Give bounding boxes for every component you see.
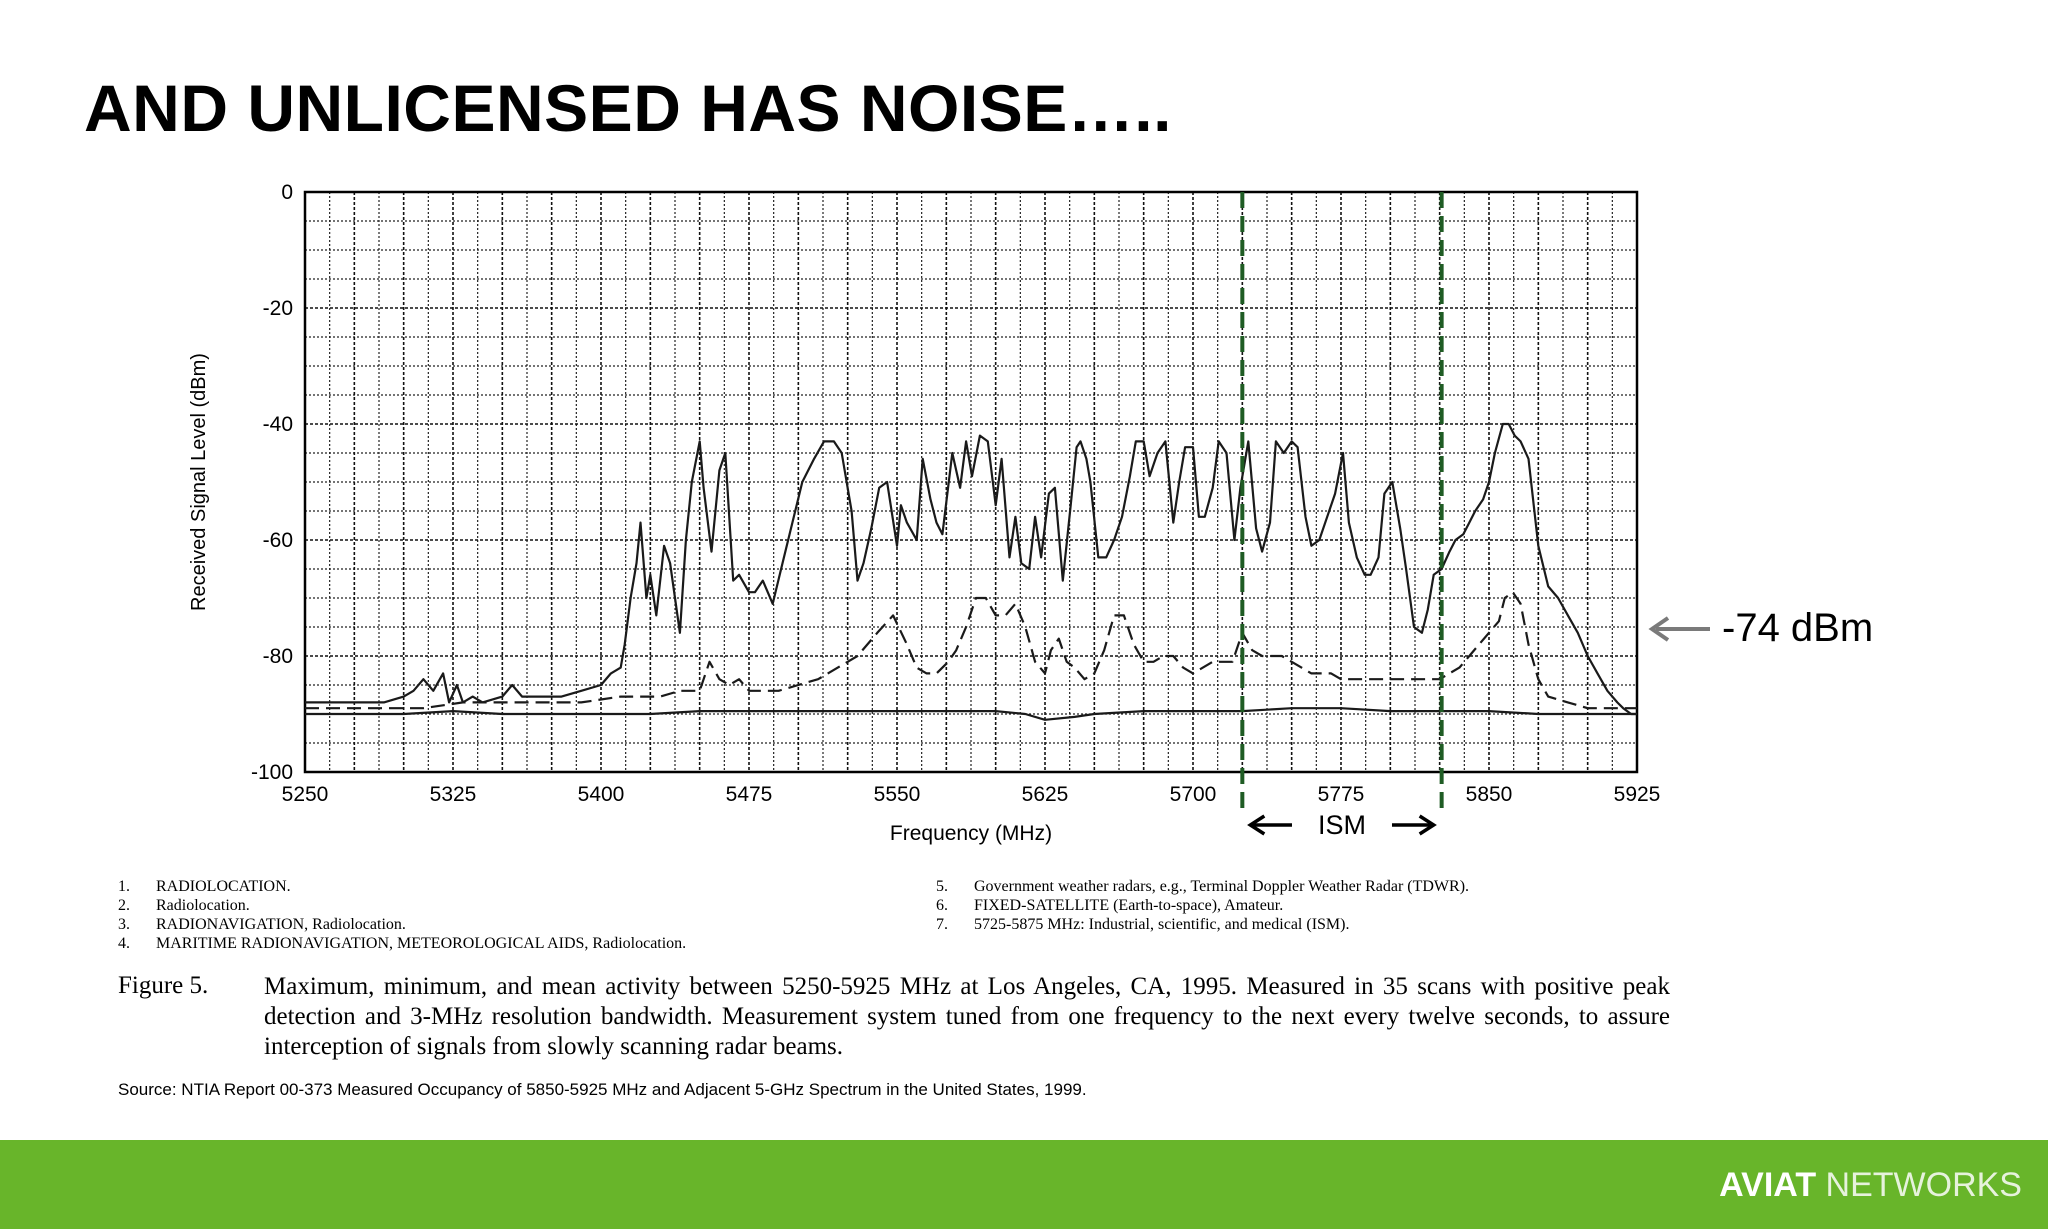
x-tick-label: 5325 bbox=[430, 783, 477, 806]
series-line-1 bbox=[305, 422, 1637, 716]
figure-label: Figure 5. bbox=[118, 972, 209, 999]
y-tick-labels: 0 -20 -40 -60 -80 -100 bbox=[251, 181, 293, 784]
y-axis-label: Received Signal Level (dBm) bbox=[188, 353, 210, 611]
plot-frame bbox=[303, 190, 1639, 774]
x-tick-labels: 5250 5325 5400 5475 5550 5625 5700 5775 5850 5925 bbox=[282, 783, 1661, 806]
x-axis-label: Frequency (MHz) bbox=[890, 822, 1052, 845]
footnote: 7. 5725-5875 MHz: Industrial, scientific,… bbox=[936, 916, 1350, 933]
threshold-annotation: -74 dBm bbox=[1640, 600, 1900, 660]
ism-right-arrowhead bbox=[1418, 814, 1437, 836]
x-tick-label: 5850 bbox=[1466, 783, 1513, 806]
series-line-3 bbox=[305, 707, 1637, 721]
x-tick-label: 5925 bbox=[1614, 783, 1661, 806]
figure-caption-text: Maximum, minimum, and mean activity betw… bbox=[264, 973, 1670, 1060]
series-layer bbox=[305, 422, 1637, 721]
y-tick-label: -100 bbox=[251, 761, 293, 784]
ism-band-label: ISM bbox=[1318, 810, 1366, 840]
brand-logo: AVIAT NETWORKS bbox=[1719, 1166, 2022, 1204]
spectrum-chart: 0 -20 -40 -60 -80 -100 5250 5325 5400 5475 5550 56… bbox=[188, 181, 1661, 845]
footnote: 1. RADIOLOCATION. bbox=[118, 878, 291, 895]
x-tick-label: 5250 bbox=[282, 783, 329, 806]
footnotes: 1. RADIOLOCATION. 2. Radiolocation. 3. RADI… bbox=[118, 877, 1678, 957]
threshold-label: -74 dBm bbox=[1722, 606, 1874, 650]
x-tick-label: 5475 bbox=[726, 783, 773, 806]
x-tick-label: 5400 bbox=[578, 783, 625, 806]
x-tick-label: 5775 bbox=[1318, 783, 1365, 806]
series-line-2 bbox=[305, 591, 1637, 710]
footnote: 3. RADIONAVIGATION, Radiolocation. bbox=[118, 916, 406, 933]
y-tick-label: -80 bbox=[263, 645, 293, 668]
ism-left-arrowhead bbox=[1247, 814, 1266, 836]
footnotes-left: 1. RADIOLOCATION. 2. Radiolocation. 3. RADI… bbox=[118, 877, 686, 953]
footnote: 6. FIXED-SATELLITE (Earth-to-space), Amat… bbox=[936, 897, 1284, 914]
ism-band: ISM bbox=[1240, 192, 1444, 840]
grid-minor bbox=[305, 192, 1637, 772]
source-citation: Source: NTIA Report 00-373 Measured Occu… bbox=[118, 1080, 1087, 1099]
slide-title: AND UNLICENSED HAS NOISE….. bbox=[84, 71, 1172, 145]
grid-major bbox=[305, 192, 1637, 772]
footnotes-right: 5. Government weather radars, e.g., Termi… bbox=[936, 877, 1469, 934]
y-tick-label: -40 bbox=[263, 413, 293, 436]
footnote: 4. MARITIME RADIONAVIGATION, METEOROLOGIC… bbox=[118, 935, 687, 952]
y-tick-label: 0 bbox=[281, 181, 293, 204]
x-tick-label: 5700 bbox=[1170, 783, 1217, 806]
footnote: 5. Government weather radars, e.g., Termi… bbox=[936, 878, 1470, 895]
footer-bar: AVIAT NETWORKS bbox=[0, 1140, 2048, 1229]
footnote: 2. Radiolocation. bbox=[118, 897, 250, 914]
y-tick-label: -60 bbox=[263, 529, 293, 552]
x-tick-label: 5625 bbox=[1022, 783, 1069, 806]
x-tick-label: 5550 bbox=[874, 783, 921, 806]
left-arrow-icon bbox=[1648, 616, 1710, 642]
y-tick-label: -20 bbox=[263, 297, 293, 320]
